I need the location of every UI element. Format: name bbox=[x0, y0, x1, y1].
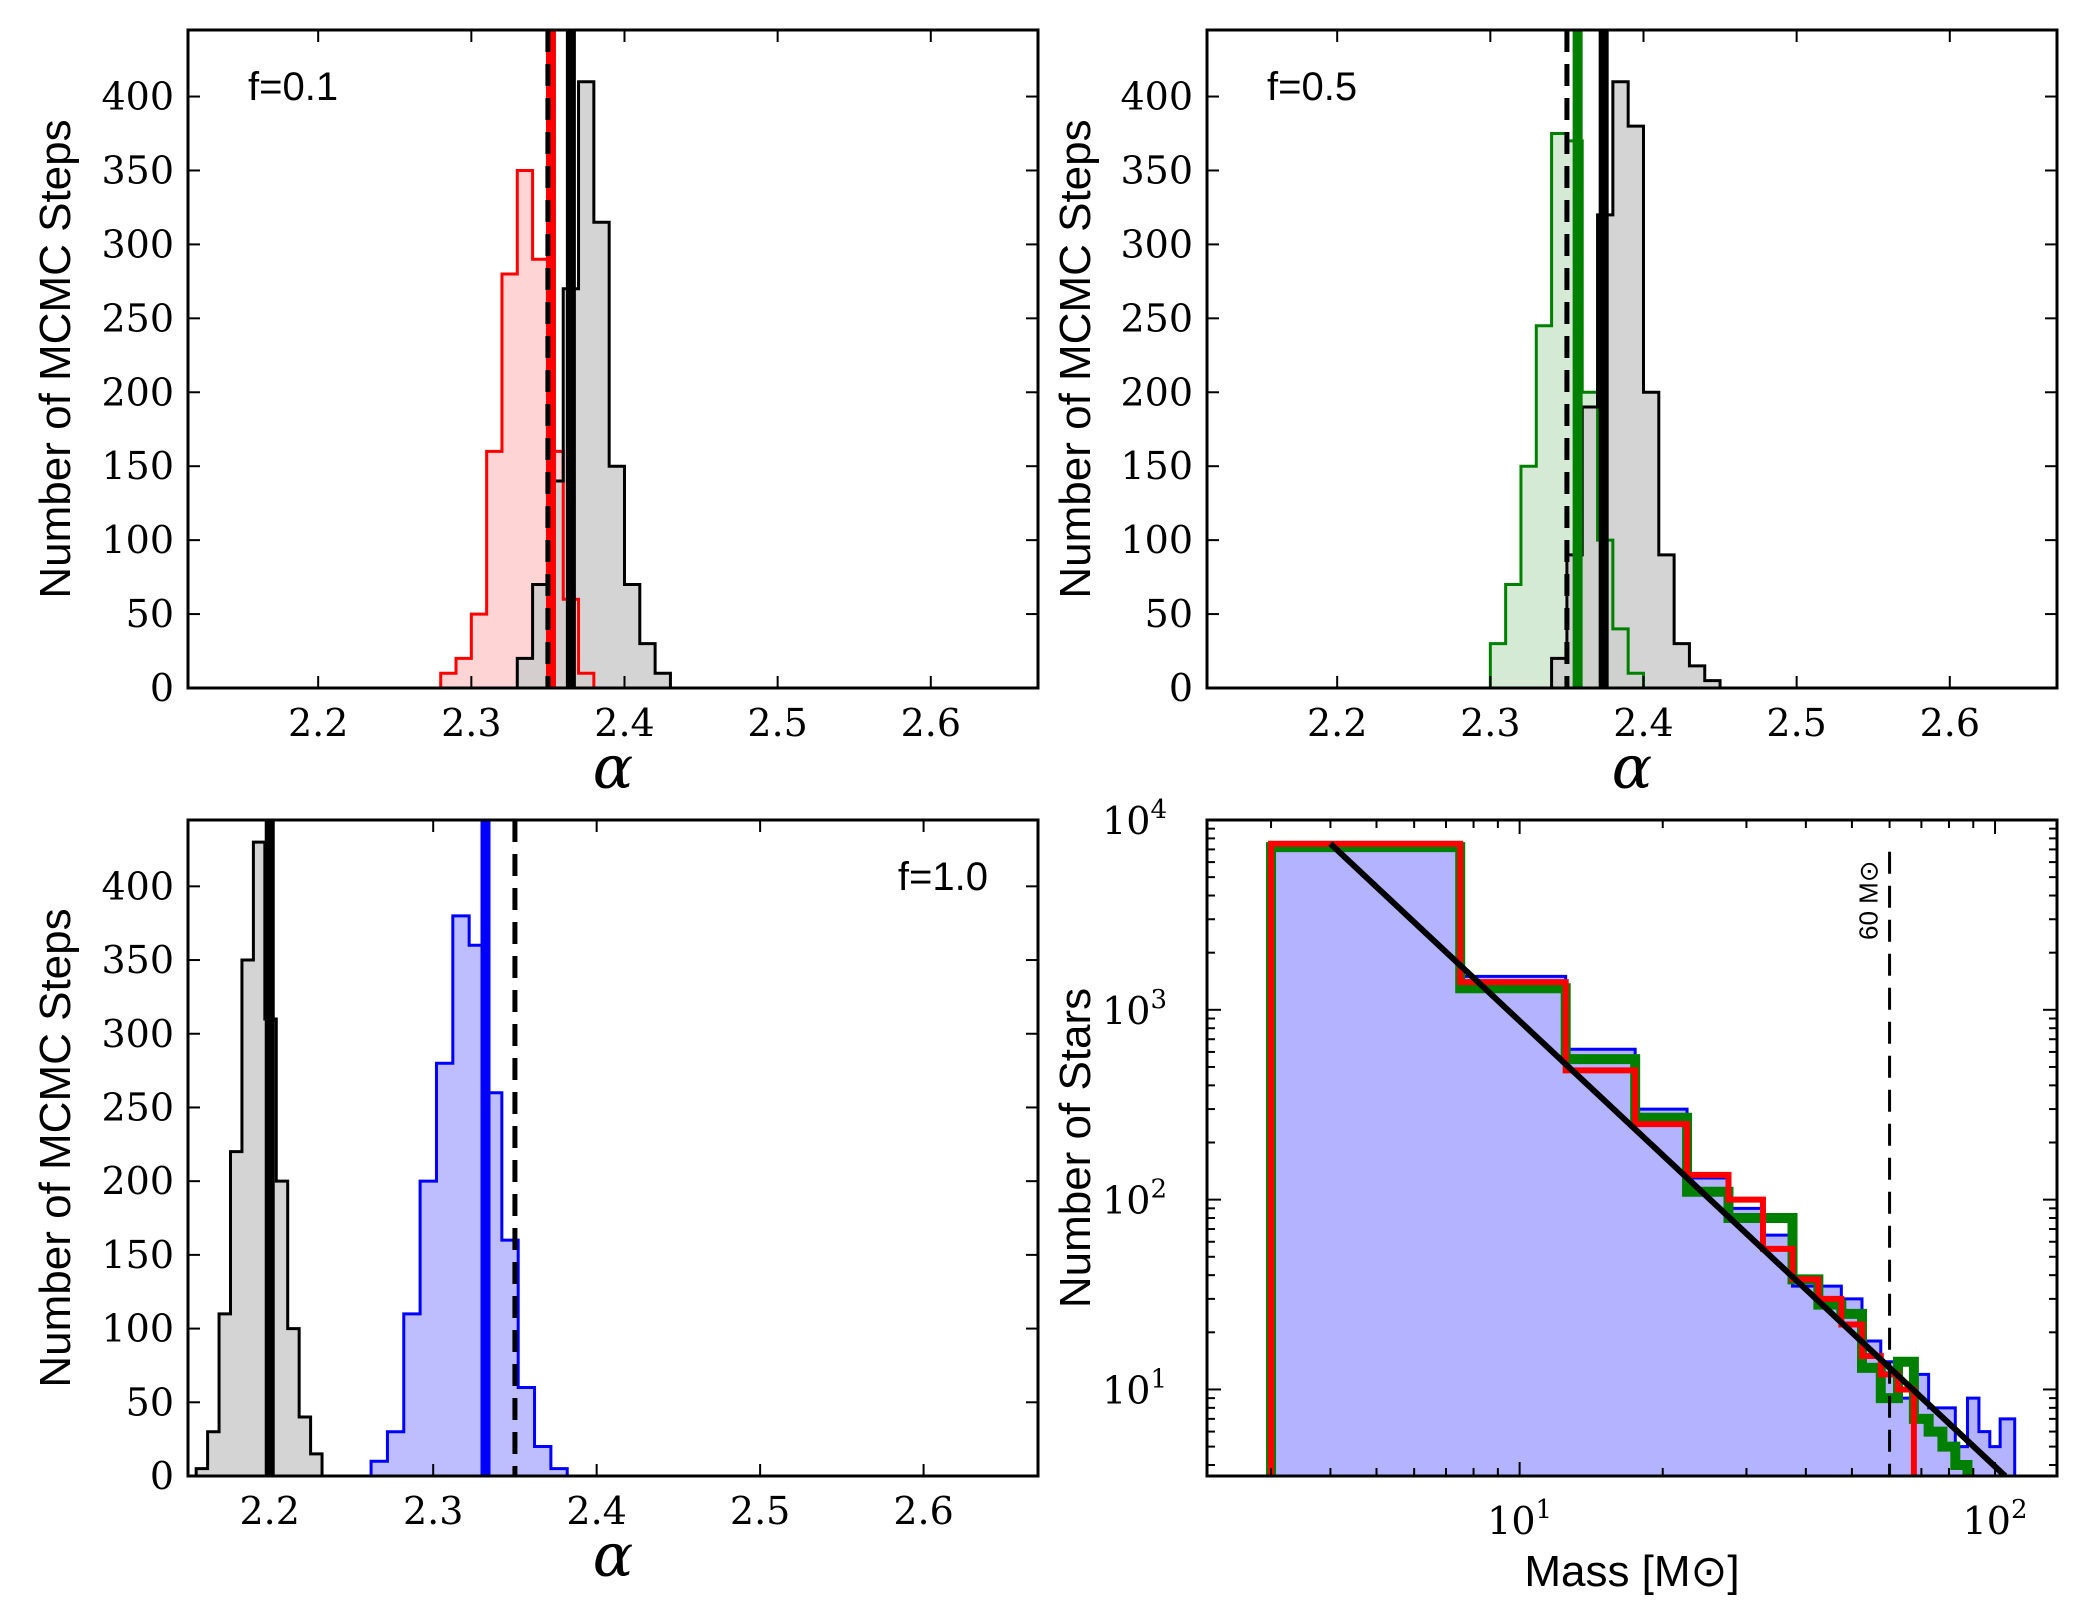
hist-outline-1 bbox=[515, 80, 672, 688]
plot-area bbox=[439, 30, 672, 688]
x-tick-label: 2.2 bbox=[240, 1489, 300, 1533]
x-axis-label: α bbox=[593, 1521, 634, 1591]
y-tick-label: 103 bbox=[1102, 985, 1167, 1033]
x-tick-label: 102 bbox=[1963, 1495, 2028, 1543]
hist-fill-0 bbox=[1271, 849, 2015, 1476]
y-tick-label: 400 bbox=[101, 864, 174, 908]
x-tick-label: 2.6 bbox=[1920, 701, 1980, 745]
y-tick-label: 300 bbox=[1120, 222, 1193, 266]
x-tick-label: 2.6 bbox=[901, 701, 961, 745]
x-tick-label: 2.4 bbox=[566, 1489, 626, 1533]
plot-area bbox=[1266, 840, 2017, 1476]
y-tick-label: 300 bbox=[101, 222, 174, 266]
y-axis-label: Number of MCMC Steps bbox=[31, 908, 80, 1387]
hist-fill-1 bbox=[371, 915, 568, 1476]
y-tick-label: 101 bbox=[1102, 1364, 1167, 1412]
x-axis-label: α bbox=[1612, 733, 1653, 803]
x-tick-label: 2.3 bbox=[1460, 701, 1520, 745]
fit-line bbox=[1328, 841, 2008, 1476]
axes-frame bbox=[186, 28, 1040, 690]
y-tick-label: 400 bbox=[101, 75, 174, 119]
panel-bottom-right: 60 M⊙ 101 102 101 102 103 104 Mass [M⊙] Number o… bbox=[1051, 795, 2059, 1596]
y-tick-label: 50 bbox=[126, 1380, 174, 1424]
hist-outline-2 bbox=[1268, 840, 1917, 1476]
y-tick-label: 150 bbox=[1120, 444, 1193, 488]
y-tick-label: 350 bbox=[101, 148, 174, 192]
panel-bottom-left: 2.2 2.3 2.4 2.5 2.6 0 50 100 150 200 250 300 350 400 α… bbox=[31, 818, 1040, 1591]
x-tick-label: 2.4 bbox=[1613, 701, 1673, 745]
y-axis-label: Number of MCMC Steps bbox=[1051, 119, 1100, 598]
y-tick-label: 200 bbox=[101, 1159, 174, 1203]
x-tick-label: 2.6 bbox=[893, 1489, 953, 1533]
panel-annotation: f=0.5 bbox=[1267, 65, 1357, 109]
y-tick-label: 200 bbox=[1120, 370, 1193, 414]
y-axis-label: Number of Stars bbox=[1051, 988, 1100, 1308]
y-tick-label: 400 bbox=[1120, 75, 1193, 119]
axes-frame bbox=[186, 818, 1040, 1478]
y-tick-label: 350 bbox=[101, 938, 174, 982]
x-tick-label: 2.3 bbox=[441, 701, 501, 745]
y-tick-label: 250 bbox=[1120, 296, 1193, 340]
y-tick-label: 150 bbox=[101, 1233, 174, 1277]
mass-cut-label: 60 M⊙ bbox=[1854, 860, 1884, 940]
y-tick-label: 100 bbox=[101, 1307, 174, 1351]
plot-area bbox=[194, 820, 569, 1476]
hist-fill-0 bbox=[196, 842, 323, 1476]
x-tick-label: 2.5 bbox=[730, 1489, 790, 1533]
y-tick-label: 350 bbox=[1120, 148, 1193, 192]
x-tick-label: 2.3 bbox=[403, 1489, 463, 1533]
y-tick-label: 0 bbox=[150, 666, 174, 710]
panel-top-left: 2.2 2.3 2.4 2.5 2.6 0 50 100 150 200 250 300 350 400 α… bbox=[31, 28, 1040, 803]
axes-frame bbox=[1205, 28, 2059, 690]
axes-frame bbox=[1205, 818, 2059, 1478]
y-tick-label: 200 bbox=[101, 370, 174, 414]
y-tick-label: 102 bbox=[1102, 1175, 1167, 1223]
hist-outline-1 bbox=[369, 914, 569, 1476]
y-tick-label: 50 bbox=[126, 592, 174, 636]
y-tick-label: 250 bbox=[101, 1085, 174, 1129]
x-tick-label: 2.5 bbox=[747, 701, 807, 745]
y-tick-label: 250 bbox=[101, 296, 174, 340]
x-tick-label: 2.2 bbox=[288, 701, 348, 745]
y-tick-label: 0 bbox=[1169, 666, 1193, 710]
plot-area bbox=[1488, 30, 1722, 688]
x-tick-label: 2.2 bbox=[1307, 701, 1367, 745]
x-tick-label: 2.4 bbox=[594, 701, 654, 745]
x-axis-label: α bbox=[593, 733, 634, 803]
y-tick-label: 150 bbox=[101, 444, 174, 488]
panel-top-right: 2.2 2.3 2.4 2.5 2.6 0 50 100 150 200 250 300 350 400 α… bbox=[1051, 28, 2059, 803]
y-axis-label: Number of MCMC Steps bbox=[31, 119, 80, 598]
hist-fill-1 bbox=[1551, 81, 1721, 688]
y-tick-label: 0 bbox=[150, 1454, 174, 1498]
y-tick-label: 104 bbox=[1102, 795, 1167, 843]
x-tick-label: 101 bbox=[1487, 1495, 1552, 1543]
y-tick-label: 100 bbox=[1120, 518, 1193, 562]
panel-annotation: f=0.1 bbox=[248, 65, 338, 109]
panel-annotation: f=1.0 bbox=[898, 855, 988, 899]
y-tick-label: 100 bbox=[101, 518, 174, 562]
hist-outline-0 bbox=[194, 840, 324, 1476]
x-axis-label: Mass [M⊙] bbox=[1524, 1547, 1739, 1596]
y-tick-label: 300 bbox=[101, 1012, 174, 1056]
y-tick-label: 50 bbox=[1145, 592, 1193, 636]
x-tick-label: 2.5 bbox=[1766, 701, 1826, 745]
